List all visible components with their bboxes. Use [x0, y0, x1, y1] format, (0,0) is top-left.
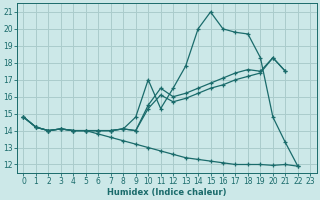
X-axis label: Humidex (Indice chaleur): Humidex (Indice chaleur) [107, 188, 227, 197]
